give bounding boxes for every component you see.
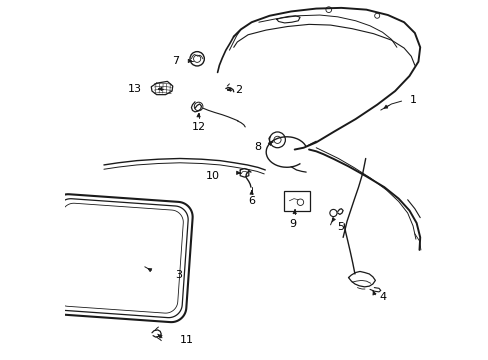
- Text: 8: 8: [254, 142, 261, 152]
- Text: 12: 12: [191, 122, 205, 132]
- Text: 4: 4: [378, 292, 386, 302]
- Text: 11: 11: [180, 334, 194, 345]
- Text: 1: 1: [408, 95, 416, 105]
- Text: 5: 5: [336, 222, 344, 232]
- Text: 10: 10: [206, 171, 220, 181]
- Text: 7: 7: [172, 56, 179, 66]
- Text: 9: 9: [289, 219, 296, 229]
- Text: 2: 2: [234, 85, 242, 95]
- Text: 3: 3: [175, 270, 183, 280]
- Text: 13: 13: [128, 84, 142, 94]
- Text: 6: 6: [248, 196, 255, 206]
